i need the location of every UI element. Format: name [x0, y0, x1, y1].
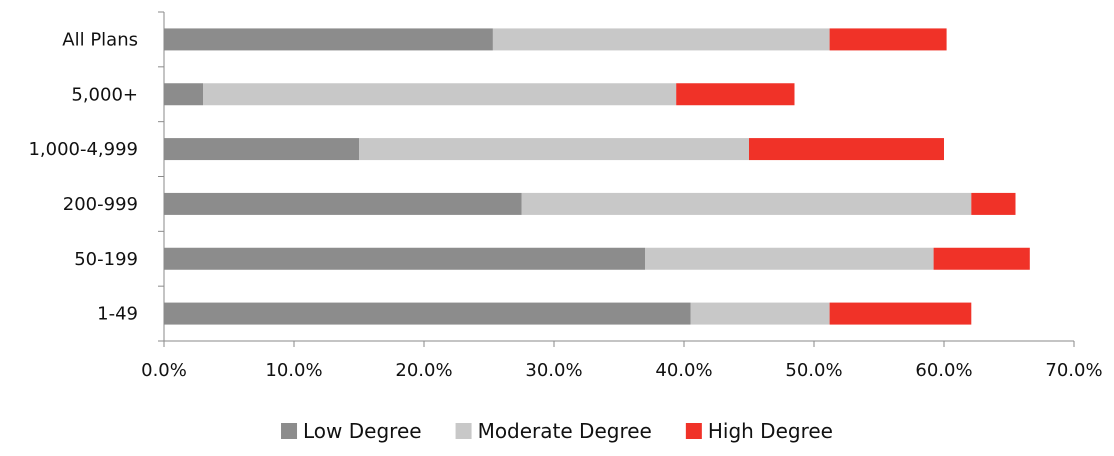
y-tick-label-all-plans: All Plans	[62, 29, 138, 50]
bar-5-000-high-degree	[676, 83, 795, 106]
bar-1-49-high-degree	[829, 302, 972, 325]
x-tick-label: 50.0%	[785, 360, 842, 381]
x-tick-label: 20.0%	[395, 360, 452, 381]
bar-50-199-high-degree	[933, 247, 1030, 270]
bars-layer	[164, 28, 1030, 325]
legend-label-moderate-degree: Moderate Degree	[478, 419, 652, 443]
x-tick-label: 40.0%	[655, 360, 712, 381]
bar-1-49-low-degree	[164, 302, 691, 325]
bar-all-plans-high-degree	[829, 28, 947, 51]
legend-label-low-degree: Low Degree	[303, 419, 422, 443]
y-tick-label-1-000-4-999: 1,000-4,999	[28, 139, 138, 160]
bar-all-plans-low-degree	[164, 28, 493, 51]
bar-all-plans-moderate-degree	[492, 28, 830, 51]
bar-5-000-moderate-degree	[203, 83, 677, 106]
bar-50-199-low-degree	[164, 247, 645, 270]
bar-1-000-4-999-low-degree	[164, 138, 359, 161]
legend-swatch-moderate-degree	[455, 423, 472, 439]
y-tick-label-1-49: 1-49	[97, 304, 138, 325]
bar-50-199-moderate-degree	[645, 247, 934, 270]
y-tick-label-50-199: 50-199	[74, 249, 138, 270]
bar-5-000-low-degree	[164, 83, 203, 106]
bar-200-999-moderate-degree	[521, 192, 972, 215]
bar-200-999-high-degree	[971, 192, 1016, 215]
legend-swatch-high-degree	[685, 423, 702, 439]
legend-label-high-degree: High Degree	[708, 419, 833, 443]
bar-1-000-4-999-high-degree	[749, 138, 944, 161]
x-tick-label: 30.0%	[525, 360, 582, 381]
axes-layer: All Plans 5,000+ 1,000-4,999 200-999 50-199 1…	[28, 11, 1103, 381]
bar-1-49-moderate-degree	[690, 302, 830, 325]
x-tick-label: 0.0%	[141, 360, 187, 381]
y-tick-label-200-999: 200-999	[63, 194, 138, 215]
legend: Low Degree Moderate Degree High Degree	[281, 419, 833, 443]
legend-swatch-low-degree	[281, 423, 298, 439]
x-tick-label: 60.0%	[915, 360, 972, 381]
x-tick-label: 10.0%	[265, 360, 322, 381]
bar-200-999-low-degree	[164, 192, 522, 215]
y-tick-label-5-000: 5,000+	[71, 84, 138, 105]
x-tick-label: 70.0%	[1045, 360, 1102, 381]
bar-1-000-4-999-moderate-degree	[359, 138, 749, 161]
